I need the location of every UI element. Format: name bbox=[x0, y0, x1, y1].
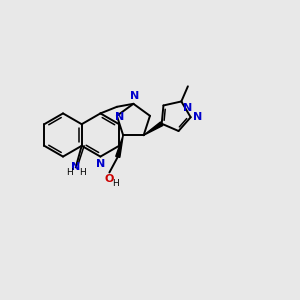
Text: N: N bbox=[71, 162, 80, 172]
Text: H: H bbox=[66, 168, 73, 177]
Text: N: N bbox=[130, 92, 139, 101]
Text: O: O bbox=[104, 174, 113, 184]
Polygon shape bbox=[144, 122, 163, 135]
Text: H: H bbox=[112, 179, 119, 188]
Text: H: H bbox=[79, 168, 86, 177]
Text: N: N bbox=[193, 112, 202, 122]
Text: N: N bbox=[183, 103, 192, 113]
Polygon shape bbox=[116, 135, 123, 158]
Text: N: N bbox=[115, 112, 124, 122]
Text: N: N bbox=[96, 159, 106, 169]
